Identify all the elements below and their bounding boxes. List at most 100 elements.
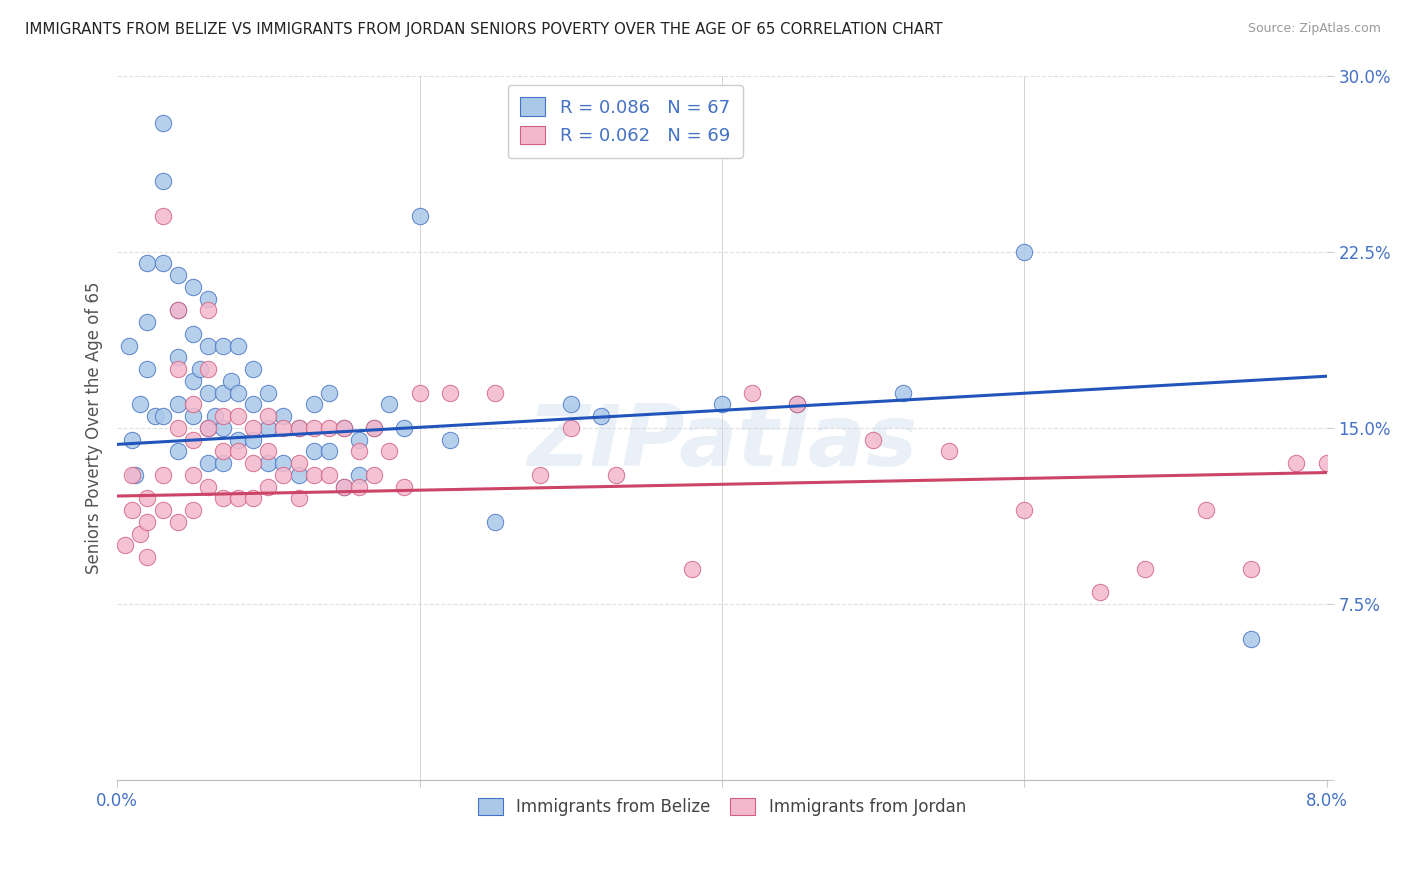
Point [118, 339, 141, 353]
Point [408, 385, 430, 400]
Point [273, 456, 295, 470]
Point [439, 385, 461, 400]
Point [605, 467, 627, 482]
Point [287, 456, 309, 470]
Point [197, 362, 219, 376]
Point [166, 515, 188, 529]
Point [242, 456, 264, 470]
Y-axis label: Seniors Poverty Over the Age of 65: Seniors Poverty Over the Age of 65 [86, 282, 103, 574]
Point [378, 397, 401, 411]
Text: ZIPatlas: ZIPatlas [527, 401, 917, 483]
Point [197, 292, 219, 306]
Point [318, 444, 340, 458]
Point [166, 303, 188, 318]
Point [257, 480, 280, 494]
Point [287, 421, 309, 435]
Point [938, 444, 960, 458]
Point [181, 467, 204, 482]
Point [128, 397, 150, 411]
Point [287, 467, 309, 482]
Point [114, 538, 136, 552]
Point [226, 444, 249, 458]
Point [242, 397, 264, 411]
Point [136, 550, 159, 565]
Point [318, 385, 340, 400]
Point [166, 444, 188, 458]
Point [212, 456, 235, 470]
Point [166, 268, 188, 283]
Point [181, 374, 204, 388]
Point [529, 467, 551, 482]
Point [318, 467, 340, 482]
Point [136, 256, 159, 270]
Point [318, 421, 340, 435]
Point [347, 467, 370, 482]
Point [226, 433, 249, 447]
Point [333, 421, 356, 435]
Point [1240, 562, 1263, 576]
Point [363, 467, 385, 482]
Point [1316, 456, 1339, 470]
Point [166, 421, 188, 435]
Point [710, 397, 733, 411]
Point [589, 409, 612, 424]
Point [143, 409, 166, 424]
Point [302, 444, 325, 458]
Point [197, 339, 219, 353]
Point [347, 480, 370, 494]
Point [128, 526, 150, 541]
Point [166, 397, 188, 411]
Point [257, 385, 280, 400]
Point [226, 339, 249, 353]
Point [257, 409, 280, 424]
Point [152, 467, 174, 482]
Point [242, 362, 264, 376]
Point [197, 385, 219, 400]
Point [212, 421, 235, 435]
Point [363, 421, 385, 435]
Point [181, 326, 204, 341]
Point [197, 456, 219, 470]
Point [152, 409, 174, 424]
Point [302, 397, 325, 411]
Point [408, 210, 430, 224]
Point [333, 480, 356, 494]
Point [242, 491, 264, 506]
Point [242, 421, 264, 435]
Point [212, 444, 235, 458]
Point [363, 421, 385, 435]
Point [347, 433, 370, 447]
Legend: Immigrants from Belize, Immigrants from Jordan: Immigrants from Belize, Immigrants from … [470, 790, 974, 825]
Point [287, 491, 309, 506]
Point [347, 444, 370, 458]
Point [197, 421, 219, 435]
Point [1012, 503, 1035, 517]
Point [257, 444, 280, 458]
Point [152, 174, 174, 188]
Point [862, 433, 884, 447]
Point [181, 433, 204, 447]
Point [181, 397, 204, 411]
Point [394, 480, 416, 494]
Point [197, 480, 219, 494]
Point [1088, 585, 1111, 599]
Point [152, 115, 174, 129]
Point [1285, 456, 1308, 470]
Point [166, 303, 188, 318]
Point [786, 397, 808, 411]
Point [181, 280, 204, 294]
Point [681, 562, 703, 576]
Point [273, 409, 295, 424]
Point [1240, 632, 1263, 647]
Point [741, 385, 763, 400]
Point [121, 467, 143, 482]
Point [212, 491, 235, 506]
Point [188, 362, 211, 376]
Point [197, 303, 219, 318]
Point [152, 503, 174, 517]
Point [1012, 244, 1035, 259]
Point [560, 397, 582, 411]
Point [891, 385, 914, 400]
Point [287, 421, 309, 435]
Point [439, 433, 461, 447]
